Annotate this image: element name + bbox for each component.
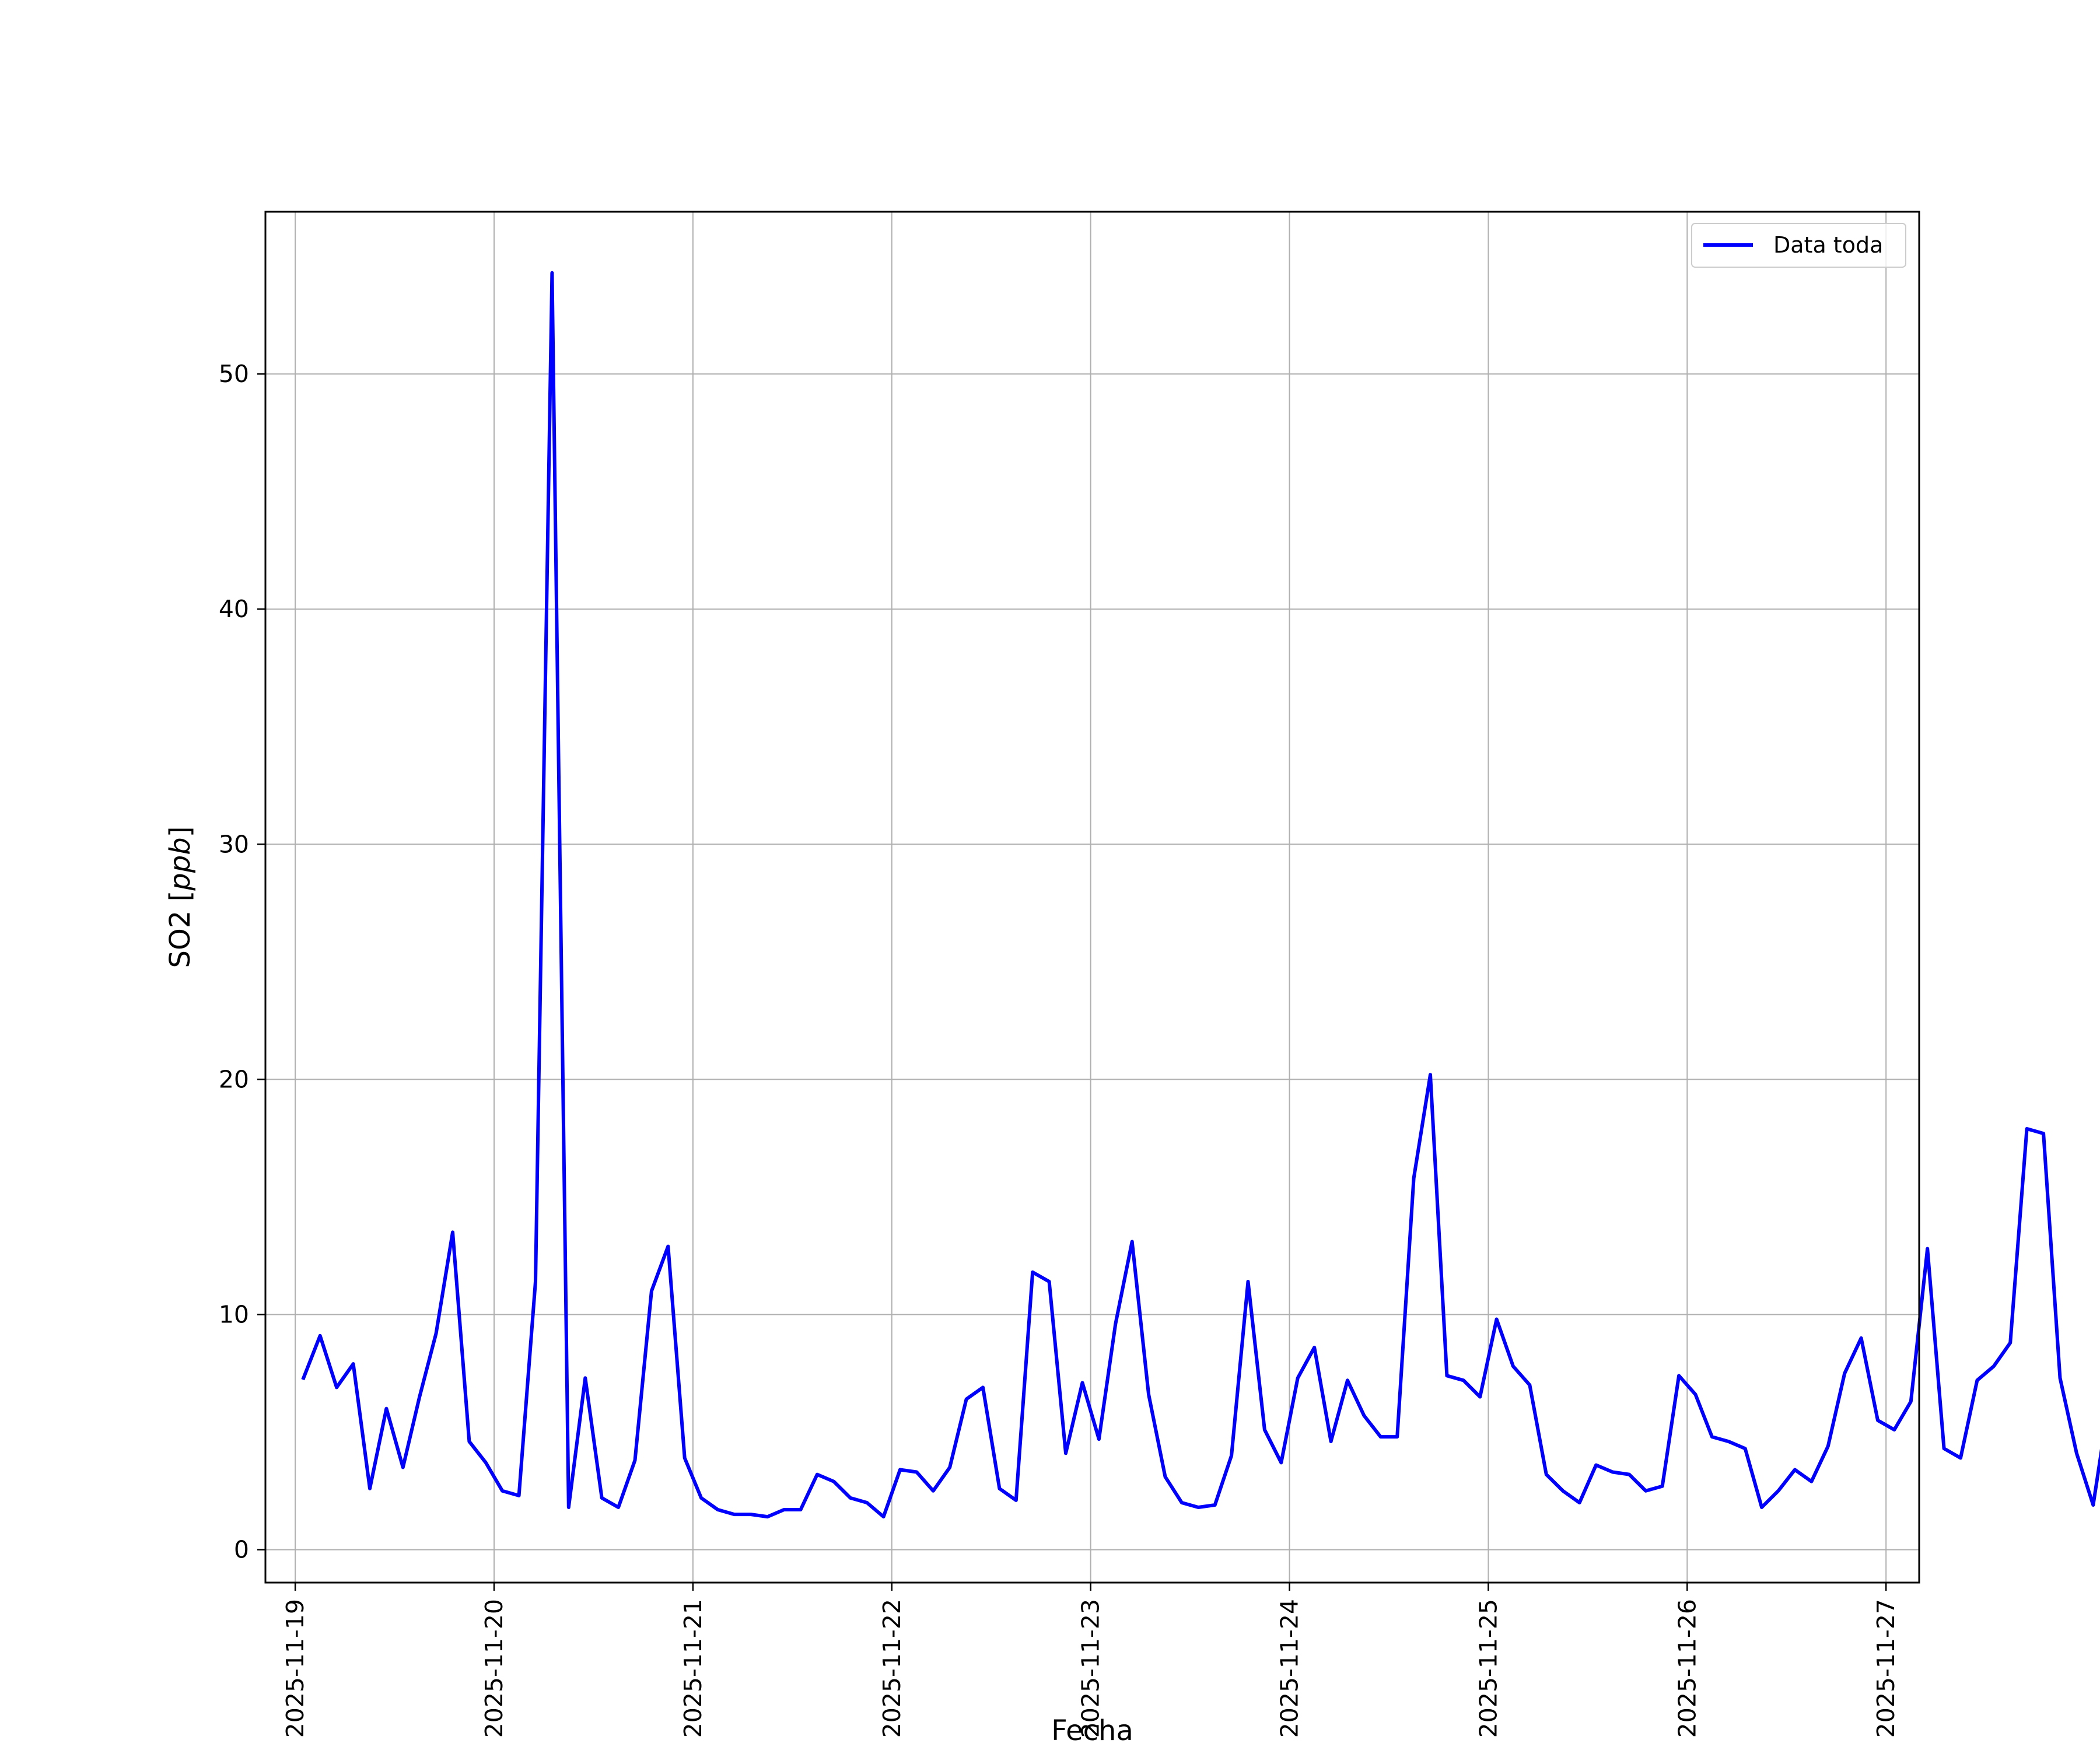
y-axis-label-unit: ppb — [164, 837, 197, 891]
plot-frame — [264, 211, 1920, 1584]
x-tick-label: 2025-11-23 — [1077, 1599, 1105, 1738]
y-axis-label-prefix: SO2 [ — [164, 891, 197, 968]
ticks: 2025-11-19 2025-11-20 2025-11-21 2025-11-22… — [219, 360, 1900, 1738]
y-tick-label: 10 — [219, 1300, 249, 1328]
legend-box — [1691, 223, 1906, 268]
y-tick-label: 30 — [219, 830, 249, 858]
series-line-0 — [301, 271, 2100, 1519]
x-tick-label: 2025-11-20 — [480, 1599, 508, 1738]
y-tick-label: 0 — [234, 1536, 249, 1564]
y-tick-label: 20 — [219, 1065, 249, 1093]
x-tick-label: 2025-11-26 — [1673, 1599, 1701, 1738]
x-tick-label: 2025-11-19 — [281, 1599, 309, 1738]
x-tick-label: 2025-11-21 — [679, 1599, 707, 1738]
y-axis-label-suffix: ] — [164, 827, 197, 838]
x-tick-label: 2025-11-24 — [1276, 1599, 1304, 1738]
legend: Data toda — [1691, 223, 1906, 268]
y-tick-label: 50 — [219, 360, 249, 388]
y-tick-label: 40 — [219, 595, 249, 623]
x-tick-label: 2025-11-22 — [878, 1599, 906, 1738]
x-tick-label: 2025-11-25 — [1474, 1599, 1502, 1738]
x-tick-label: 2025-11-27 — [1872, 1599, 1900, 1738]
series-layer — [301, 271, 2100, 1519]
y-axis-label: SO2 [ppb] — [164, 827, 197, 968]
x-axis-label: Fecha — [1051, 1714, 1133, 1747]
grid — [265, 212, 1919, 1583]
legend-label: Data toda — [1773, 232, 1883, 258]
